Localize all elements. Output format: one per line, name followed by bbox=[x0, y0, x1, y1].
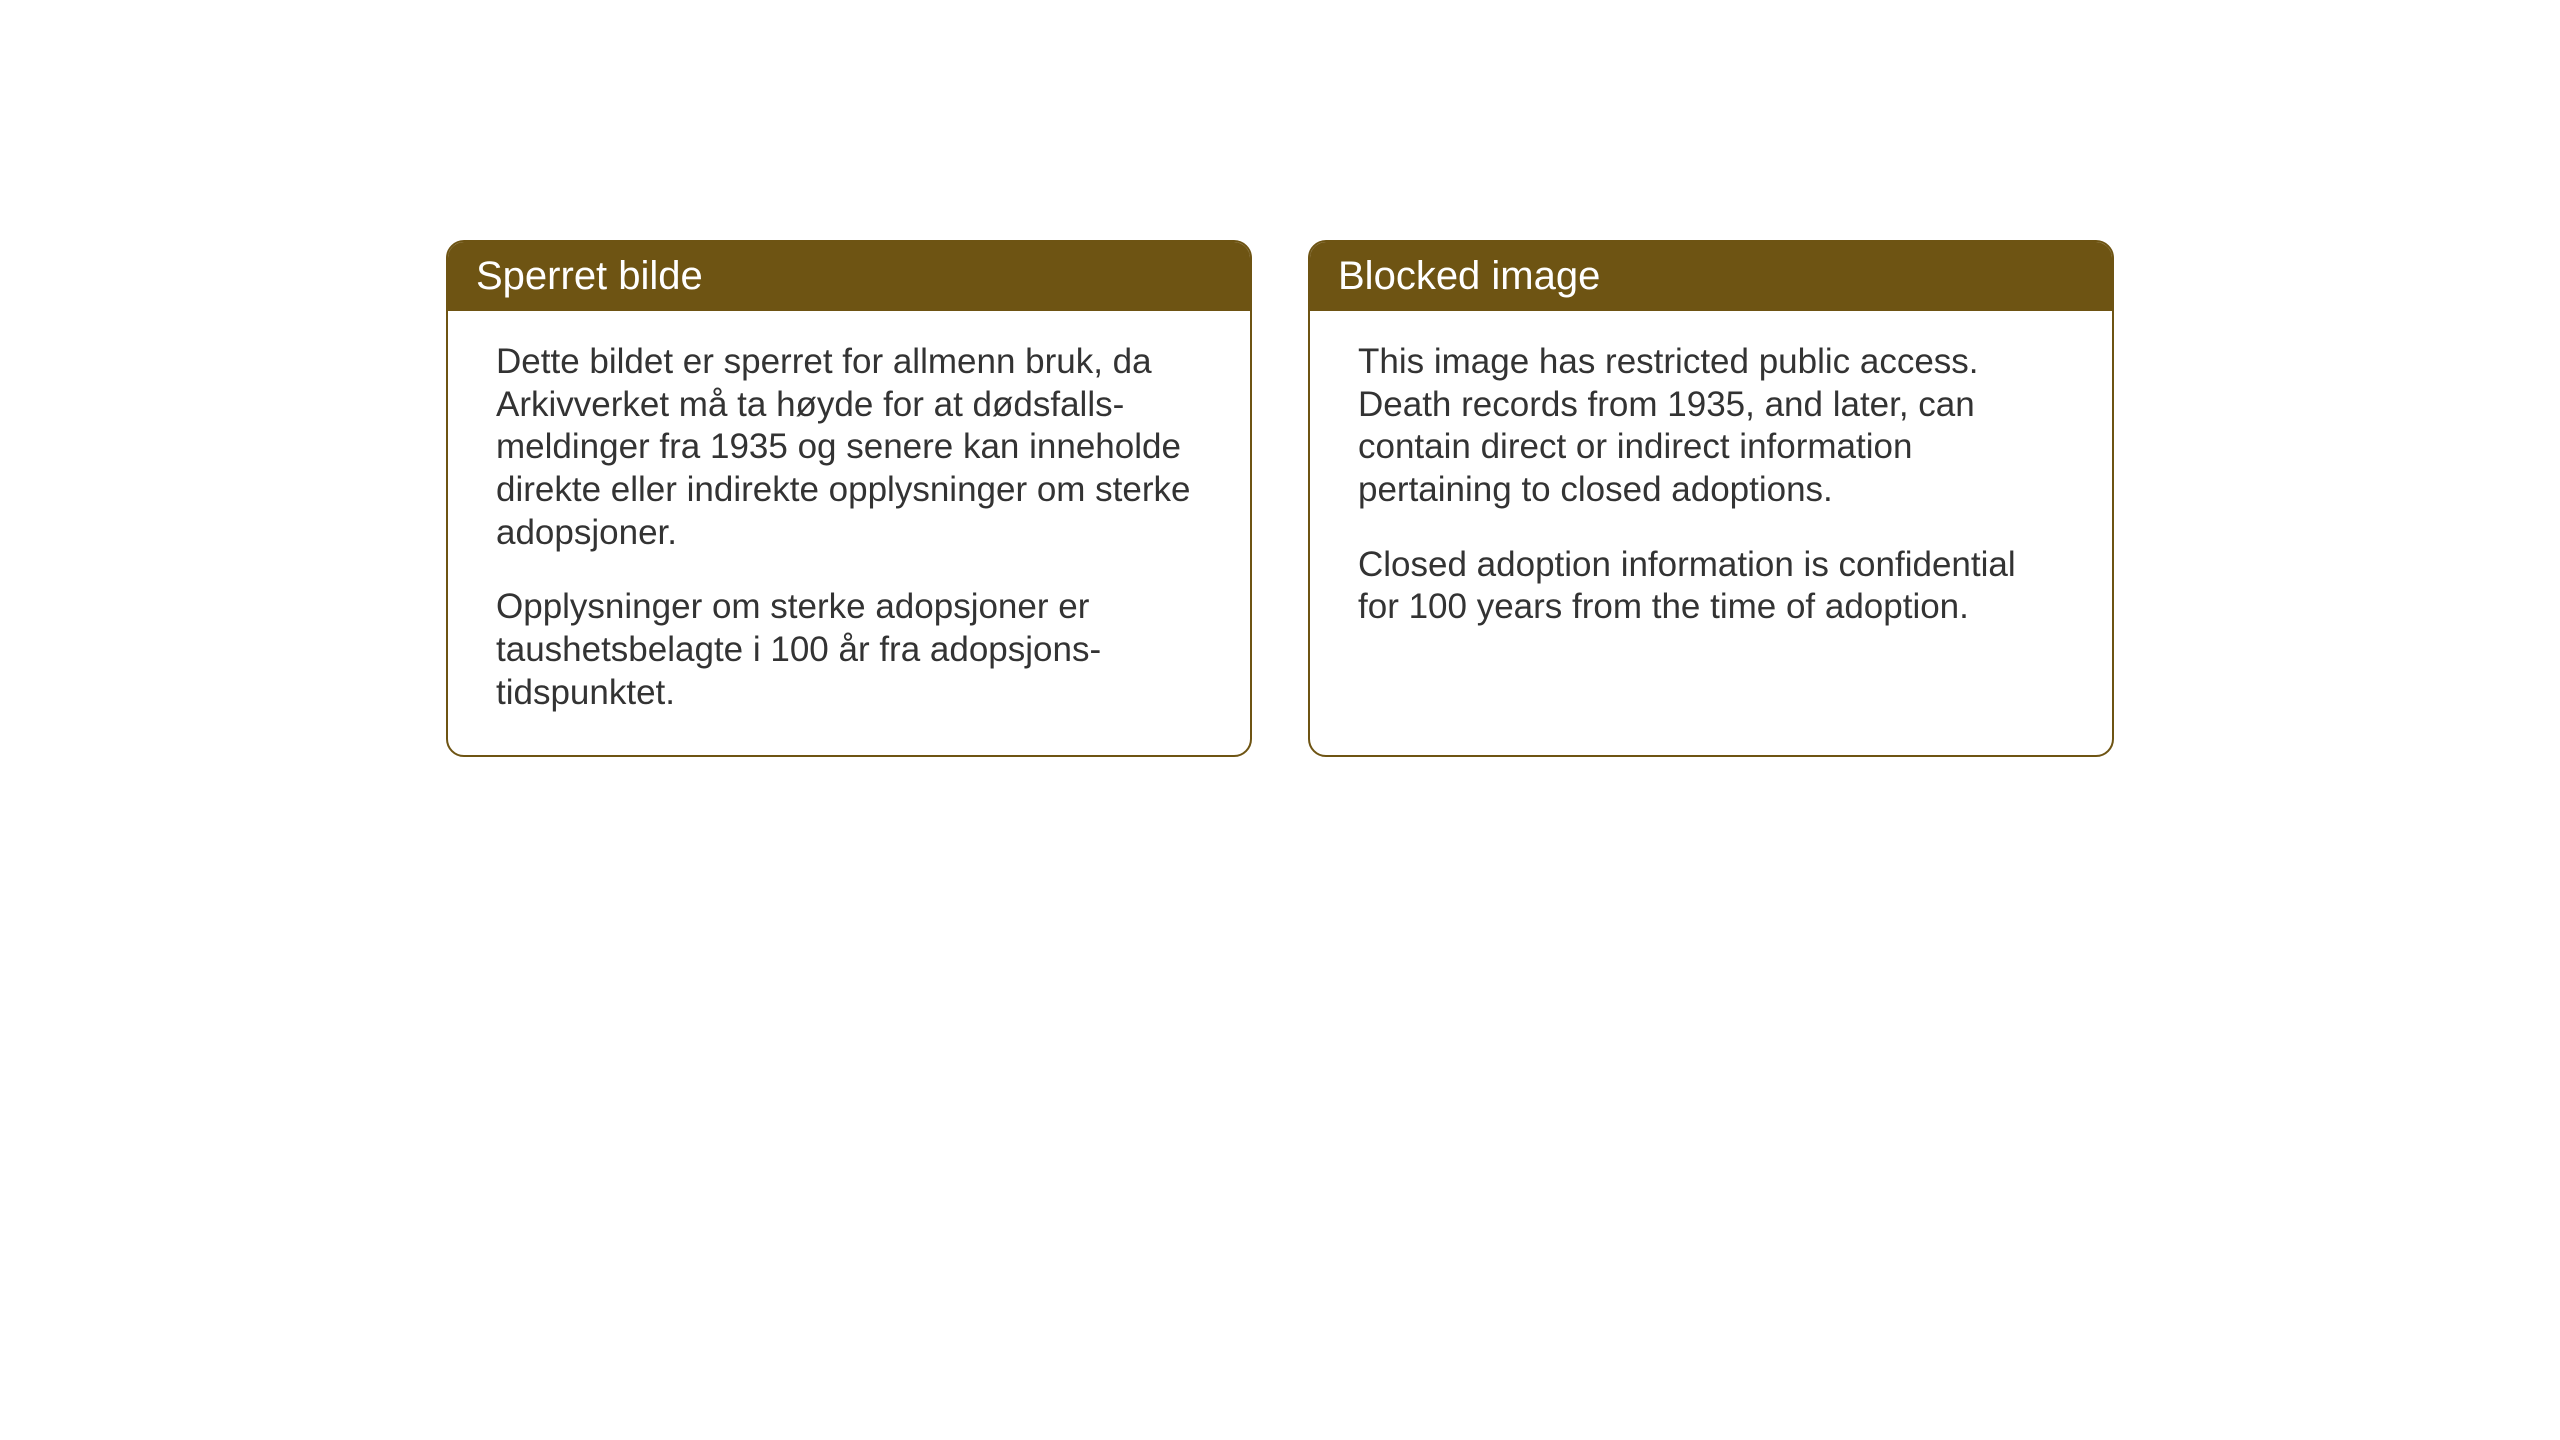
card-paragraph-english-2: Closed adoption information is confident… bbox=[1358, 544, 2064, 629]
card-paragraph-english-1: This image has restricted public access.… bbox=[1358, 341, 2064, 512]
notice-card-english: Blocked image This image has restricted … bbox=[1308, 240, 2114, 757]
card-title-english: Blocked image bbox=[1338, 254, 1600, 298]
notice-container: Sperret bilde Dette bildet er sperret fo… bbox=[446, 240, 2114, 757]
card-header-english: Blocked image bbox=[1310, 242, 2112, 311]
card-paragraph-norwegian-1: Dette bildet er sperret for allmenn bruk… bbox=[496, 341, 1202, 554]
notice-card-norwegian: Sperret bilde Dette bildet er sperret fo… bbox=[446, 240, 1252, 757]
card-body-norwegian: Dette bildet er sperret for allmenn bruk… bbox=[448, 311, 1250, 755]
card-header-norwegian: Sperret bilde bbox=[448, 242, 1250, 311]
card-paragraph-norwegian-2: Opplysninger om sterke adopsjoner er tau… bbox=[496, 586, 1202, 714]
card-body-english: This image has restricted public access.… bbox=[1310, 311, 2112, 669]
card-title-norwegian: Sperret bilde bbox=[476, 254, 703, 298]
